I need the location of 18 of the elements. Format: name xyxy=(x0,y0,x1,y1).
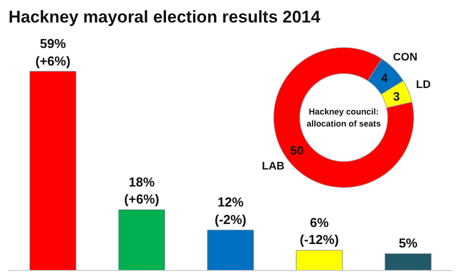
bar xyxy=(384,253,432,270)
chart-title: Hackney mayoral election results 2014 xyxy=(8,8,321,26)
data-label: 18% (+6%) xyxy=(124,174,160,207)
slice-label: LD xyxy=(416,78,431,91)
data-label: 5% xyxy=(398,236,418,251)
slice-label: CON xyxy=(392,51,418,64)
data-label: 59% (+6%) xyxy=(35,36,70,68)
bar xyxy=(207,230,254,270)
bar xyxy=(30,71,76,270)
data-label: 12% (-2%) xyxy=(214,194,246,227)
data-label: 4 xyxy=(381,71,388,86)
data-label: 6% (-12%) xyxy=(300,214,339,248)
bar xyxy=(296,250,343,270)
slice-label: LAB xyxy=(262,160,285,173)
data-label: 3 xyxy=(393,89,400,104)
data-label: 50 xyxy=(290,144,304,158)
text: Hackney council: allocation of seats xyxy=(306,106,382,129)
bar xyxy=(118,209,166,270)
